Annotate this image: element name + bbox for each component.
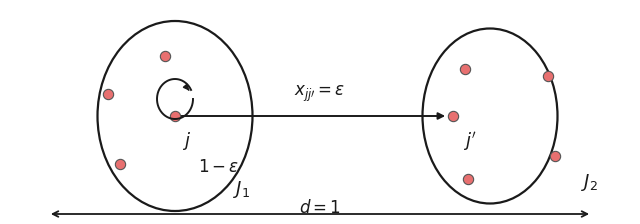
Text: $J_1$: $J_1$ [234,179,251,200]
Point [550,154,560,158]
Point [463,177,473,181]
Point [103,92,113,96]
Text: $1 - \varepsilon$: $1 - \varepsilon$ [198,158,239,176]
Point [115,162,125,166]
Point [460,67,470,71]
Text: $j'$: $j'$ [463,130,477,153]
Text: $d = 1$: $d = 1$ [299,199,341,217]
Point [160,54,170,58]
Text: $J_2$: $J_2$ [582,172,598,192]
Point [543,74,553,78]
Point [170,114,180,118]
Point [448,114,458,118]
Text: $j$: $j$ [182,130,191,152]
Text: $x_{jj\prime} = \varepsilon$: $x_{jj\prime} = \varepsilon$ [294,84,346,104]
